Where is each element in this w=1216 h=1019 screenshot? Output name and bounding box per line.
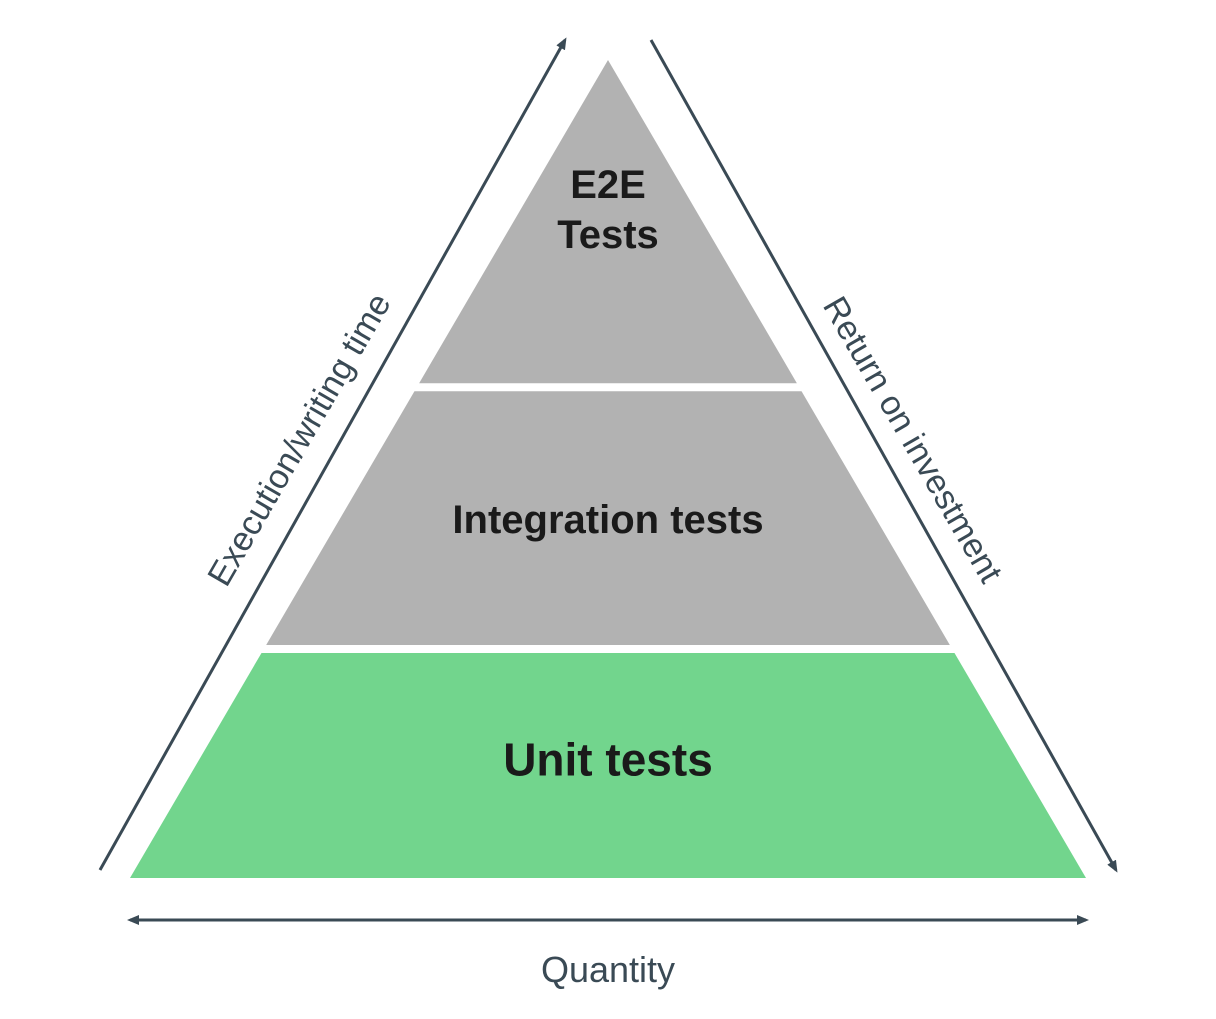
axis-label-bottom: Quantity [541, 949, 675, 991]
layer-label-e2e: E2E Tests [408, 160, 808, 260]
test-pyramid-diagram: E2E Tests Integration tests Unit tests E… [0, 0, 1216, 1014]
layer-label-unit: Unit tests [408, 731, 808, 789]
layer-label-integration: Integration tests [408, 495, 808, 545]
